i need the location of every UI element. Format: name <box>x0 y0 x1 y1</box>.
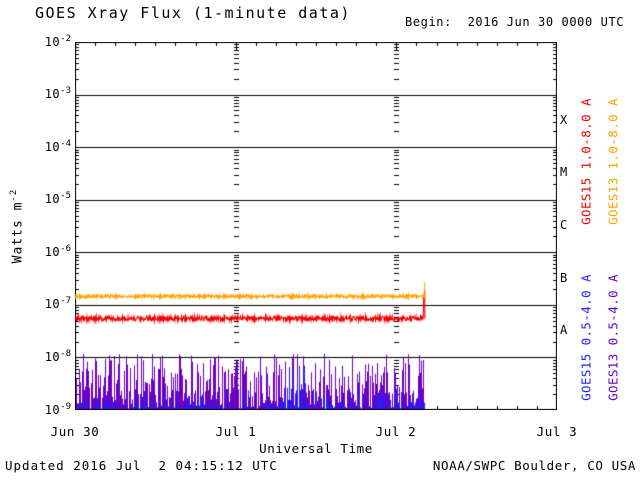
flare-class-letter-x: X <box>560 112 568 127</box>
flare-class-letter-b: B <box>560 270 568 285</box>
y-tick-label: 10-9 <box>44 401 71 417</box>
y-tick-label: 10-4 <box>44 138 71 154</box>
x-tick-label: Jul 2 <box>375 424 417 439</box>
chart-title: GOES Xray Flux (1-minute data) <box>35 4 351 22</box>
y-tick-label: 10-3 <box>44 86 71 102</box>
xray-flux-canvas <box>75 42 557 410</box>
y-tick-label: 10-5 <box>44 191 71 207</box>
x-tick-label: Jul 1 <box>215 424 257 439</box>
y-tick-label: 10-6 <box>44 243 71 259</box>
begin-timestamp: Begin: 2016 Jun 30 0000 UTC <box>405 15 625 29</box>
y-tick-label: 10-8 <box>44 348 71 364</box>
updated-timestamp: Updated 2016 Jul 2 04:15:12 UTC <box>5 458 278 473</box>
flare-class-letter-a: A <box>560 323 568 338</box>
legend-goes15-1-0-8-0-a: GOES15 1.0-8.0 A <box>578 98 594 225</box>
y-axis-title: Watts m-2 <box>9 188 26 264</box>
flare-class-letter-c: C <box>560 218 568 232</box>
legend-goes13-1-0-8-0-a: GOES13 1.0-8.0 A <box>605 98 621 225</box>
x-axis-title: Universal Time <box>259 441 373 456</box>
plot-area <box>75 42 557 410</box>
y-tick-label: 10-2 <box>44 33 71 49</box>
flare-class-letter-m: M <box>560 165 568 180</box>
source-attribution: NOAA/SWPC Boulder, CO USA <box>432 458 636 473</box>
y-tick-label: 10-7 <box>44 296 71 312</box>
legend-goes13-0-5-4-0-a: GOES13 0.5-4.0 A <box>605 274 621 401</box>
x-tick-label: Jun 30 <box>50 424 100 439</box>
legend-goes15-0-5-4-0-a: GOES15 0.5-4.0 A <box>578 274 594 401</box>
x-tick-label: Jul 3 <box>536 424 578 439</box>
